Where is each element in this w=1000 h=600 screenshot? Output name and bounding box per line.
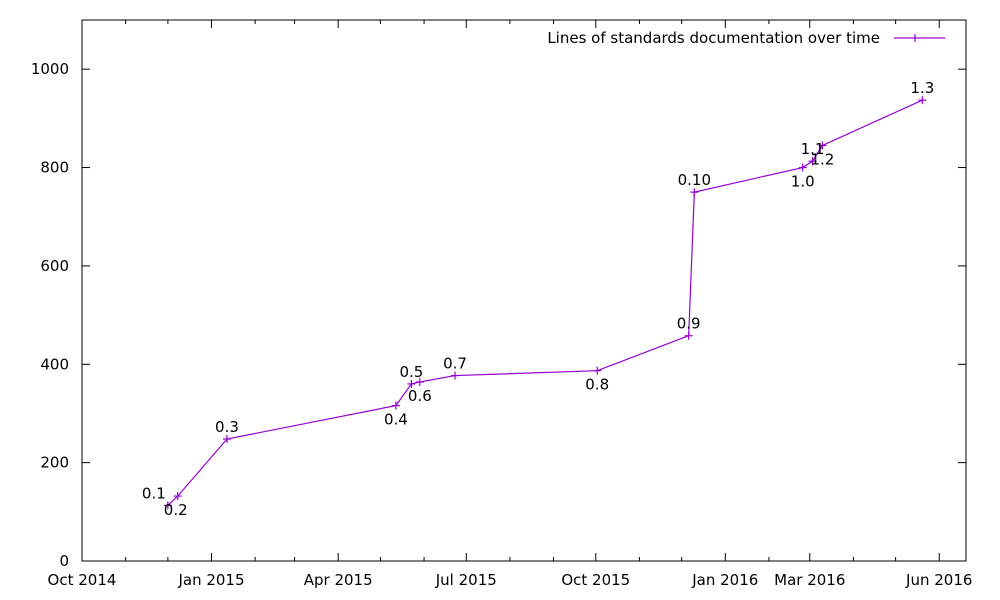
point-label: 0.3: [215, 418, 239, 436]
point-label: 1.3: [910, 79, 934, 97]
data-point: [918, 96, 927, 105]
point-label: 1.1: [801, 140, 825, 158]
data-point: [222, 435, 231, 444]
point-label: 0.8: [585, 376, 609, 394]
data-point: [593, 366, 602, 375]
y-grid-ticks: 0 200 400 600 800 1000: [31, 60, 966, 570]
point-label: 1.2: [810, 150, 834, 168]
point-label: 0.1: [142, 484, 166, 502]
legend-label: Lines of standards documentation over ti…: [547, 29, 880, 47]
point-label: 0.10: [678, 171, 711, 189]
x-grid-ticks: Oct 2014 Jan 2015 Apr 2015 Jul 2015 Oct 2015…: [48, 20, 972, 589]
data-point: [690, 188, 699, 197]
data-point: [415, 377, 424, 386]
series-line: [167, 99, 923, 506]
y-tick-label: 200: [40, 454, 69, 472]
y-tick-label: 0: [59, 552, 69, 570]
series-group: [163, 96, 927, 510]
point-label: 0.9: [677, 315, 701, 333]
data-point: [173, 492, 182, 501]
data-point: [808, 157, 817, 166]
point-label: 0.5: [399, 363, 423, 381]
data-point: [163, 501, 172, 510]
y-tick-label: 800: [40, 159, 69, 177]
point-labels: 0.10.2 0.3 0.4 0.5 0.6 0.7 0.8 0.9 0.10 1.0 1.11.2…: [142, 79, 934, 519]
data-point: [407, 379, 416, 388]
x-tick-label: Jan 2015: [177, 571, 244, 589]
y-tick-label: 400: [40, 355, 69, 373]
data-point: [798, 163, 807, 172]
point-label: 1.0: [791, 173, 815, 191]
y-tick-label: 600: [40, 257, 69, 275]
data-point: [391, 401, 400, 410]
point-label: 0.4: [384, 411, 408, 429]
point-label: 0.7: [443, 355, 467, 373]
point-label: 0.2: [164, 501, 188, 519]
data-point: [451, 371, 460, 380]
y-tick-label: 1000: [31, 60, 69, 78]
x-tick-label: Apr 2015: [304, 571, 373, 589]
x-tick-label: Jul 2015: [435, 571, 497, 589]
x-tick-label: Mar 2016: [774, 571, 845, 589]
x-tick-label: Jun 2016: [905, 571, 972, 589]
data-point: [684, 331, 693, 340]
data-point: [818, 141, 827, 150]
x-tick-label: Jan 2016: [691, 571, 758, 589]
x-tick-label: Oct 2014: [48, 571, 117, 589]
point-label: 0.6: [408, 387, 432, 405]
legend: Lines of standards documentation over ti…: [547, 29, 945, 47]
plot-frame: [81, 19, 967, 562]
x-tick-label: Oct 2015: [561, 571, 630, 589]
